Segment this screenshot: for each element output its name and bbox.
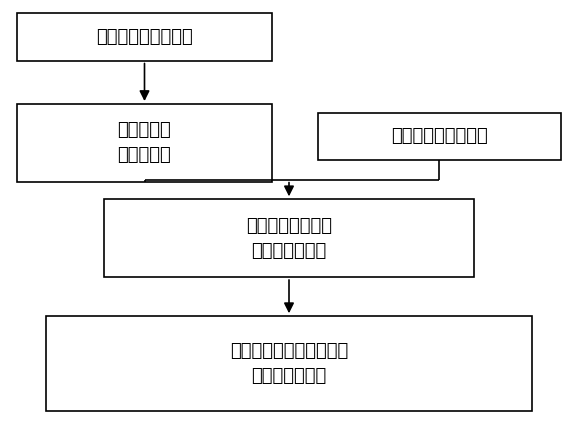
Text: 分离微囊与造血干细胞，
收获造血干细胞: 分离微囊与造血干细胞， 收获造血干细胞 (230, 342, 348, 385)
Bar (104, 199, 474, 277)
Bar (46, 316, 532, 411)
Text: 搅拌式生物反应器
共培养两种细胞: 搅拌式生物反应器 共培养两种细胞 (246, 216, 332, 260)
Text: 微囊化包埋
滋养层细胞: 微囊化包埋 滋养层细胞 (118, 121, 171, 165)
Bar (17, 13, 272, 61)
Text: 分离获得滋养层细胞: 分离获得滋养层细胞 (96, 28, 193, 46)
Bar (318, 113, 561, 160)
Bar (17, 104, 272, 182)
Text: 分离获得滋养层细胞: 分离获得滋养层细胞 (391, 127, 488, 145)
